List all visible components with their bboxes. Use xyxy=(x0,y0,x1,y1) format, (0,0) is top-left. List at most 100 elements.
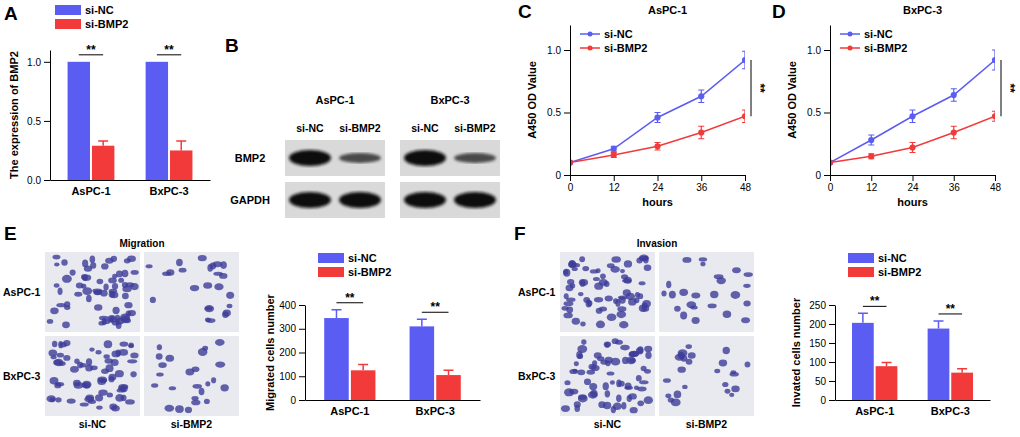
cell xyxy=(124,302,132,308)
cell xyxy=(226,292,234,299)
legend-swatch xyxy=(318,267,344,277)
cell xyxy=(731,291,741,299)
tick-label: 1.0 xyxy=(547,45,561,56)
tick-mark xyxy=(44,121,50,122)
cell xyxy=(581,339,586,345)
bar-chart: 0100200300400Migrated cells numberAsPC-1… xyxy=(264,252,481,417)
cell xyxy=(70,269,76,275)
tick-mark xyxy=(299,353,305,354)
plot-area xyxy=(324,310,461,400)
point xyxy=(742,57,745,63)
significance-label: ** xyxy=(753,83,767,93)
cell xyxy=(600,360,607,365)
cell xyxy=(146,264,153,268)
legend-swatch xyxy=(55,19,81,29)
tick: BxPC-3 xyxy=(931,405,970,417)
cell xyxy=(594,352,602,358)
cell xyxy=(80,363,87,368)
cell xyxy=(561,405,570,412)
cell xyxy=(70,366,79,373)
tick: 0.5 xyxy=(547,107,570,118)
cell xyxy=(53,360,61,366)
bar xyxy=(92,146,114,180)
cell xyxy=(669,291,676,299)
cell xyxy=(716,277,725,284)
cell xyxy=(151,383,158,388)
cell xyxy=(82,382,87,387)
cell xyxy=(730,372,739,377)
tick-mark xyxy=(829,324,835,325)
cell xyxy=(729,393,734,397)
legend-label: si-BMP2 xyxy=(864,42,907,54)
category-label: AsPC-1 xyxy=(855,405,894,417)
tick-label: 0.5 xyxy=(547,107,561,118)
tick: 50 xyxy=(815,376,835,387)
tick: 36 xyxy=(949,175,961,193)
chart-title: BxPC-3 xyxy=(903,4,942,16)
blot-band xyxy=(404,192,446,208)
cell xyxy=(74,382,83,389)
cell xyxy=(619,296,626,303)
cell xyxy=(645,351,651,359)
plot-area xyxy=(570,51,745,165)
x-axis: 012243648 xyxy=(828,175,1002,193)
line xyxy=(830,116,995,162)
cell xyxy=(719,360,727,367)
cell xyxy=(131,270,139,275)
cell xyxy=(607,372,615,376)
cell xyxy=(599,307,607,312)
tick: 0 xyxy=(568,175,574,193)
tick-label: 48 xyxy=(740,182,752,193)
error-bar xyxy=(655,143,661,151)
tick-label: 300 xyxy=(279,323,296,334)
cell xyxy=(46,395,56,402)
column-label: si-NC xyxy=(79,418,107,430)
cell xyxy=(116,321,122,329)
cell xyxy=(82,381,91,389)
cell xyxy=(611,406,616,413)
cell xyxy=(108,278,117,284)
cell xyxy=(661,291,666,297)
blot-membrane xyxy=(400,182,500,218)
tick-mark xyxy=(564,50,570,51)
cell xyxy=(617,311,627,318)
error-bar xyxy=(992,111,995,121)
cell xyxy=(731,386,739,393)
micrograph xyxy=(560,252,655,332)
cell xyxy=(612,338,619,344)
cell xyxy=(213,272,223,276)
point xyxy=(742,113,745,119)
tick-label: 200 xyxy=(279,347,296,358)
cell xyxy=(62,275,72,283)
significance-line xyxy=(1001,60,1002,116)
cell xyxy=(562,306,569,311)
micrographs: MigrationAsPC-1BxPC-3si-NCsi-BMP2 xyxy=(3,238,239,430)
legend-swatch xyxy=(318,253,344,263)
cell xyxy=(111,256,117,262)
tick-mark xyxy=(829,343,835,344)
tick-mark xyxy=(829,400,835,401)
tick-mark xyxy=(299,400,305,401)
tick-mark xyxy=(829,381,835,382)
tick-mark xyxy=(701,175,702,181)
error-bar xyxy=(444,370,454,375)
panel-letter: C xyxy=(518,1,532,22)
plot-area xyxy=(830,50,995,166)
lane-label: si-BMP2 xyxy=(454,122,496,134)
legend-label: si-NC xyxy=(85,4,114,16)
tick: 0 xyxy=(555,170,570,181)
tick: 48 xyxy=(740,175,752,193)
bar xyxy=(351,370,376,400)
cell xyxy=(206,318,215,323)
tick-mark xyxy=(299,376,305,377)
cell xyxy=(569,389,578,395)
cell xyxy=(108,374,116,381)
cell xyxy=(47,319,53,324)
point xyxy=(868,137,874,143)
tick-label: 200 xyxy=(809,319,826,330)
cell xyxy=(82,287,92,295)
panel-letter: F xyxy=(514,223,526,244)
cell xyxy=(725,389,731,394)
cell xyxy=(604,341,611,347)
tick: 0.0 xyxy=(27,175,50,186)
